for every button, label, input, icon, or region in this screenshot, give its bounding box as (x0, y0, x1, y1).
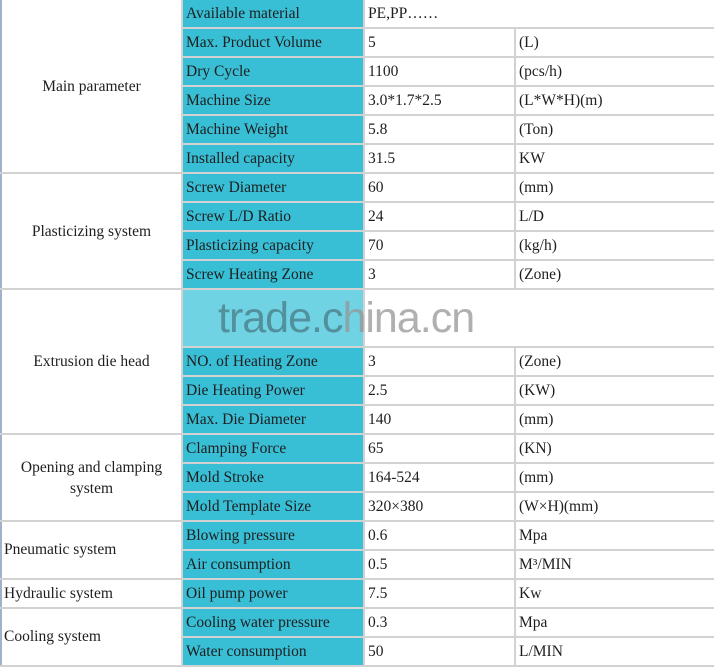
parameter-unit: (Zone) (514, 346, 714, 377)
parameter-unit: L/D (514, 201, 714, 232)
table-row: Installed capacity 31.5 KW (1, 143, 714, 174)
parameter-value: PE,PP…… (363, 0, 714, 29)
parameter-value: 0.3 (363, 607, 516, 638)
parameter-label: Available material (181, 0, 365, 29)
parameter-value: 3.0*1.7*2.5 (363, 85, 516, 116)
parameter-value: 140 (363, 404, 516, 435)
group-label: Pneumatic system (0, 520, 183, 580)
parameter-value: 3 (363, 346, 516, 377)
table-row: Machine Size 3.0*1.7*2.5 (L*W*H)(m) (1, 85, 714, 116)
parameter-label: Die Heating Power (181, 375, 365, 406)
table-row: Machine Weight 5.8 (Ton) (1, 114, 714, 145)
parameter-label: Plasticizing capacity (181, 230, 365, 261)
parameter-value: 2.5 (363, 375, 516, 406)
parameter-label: Installed capacity (181, 143, 365, 174)
table-row: Main parameter Available material PE,PP…… (0, 0, 714, 174)
empty-value-cell (363, 288, 714, 348)
parameter-value: 0.5 (363, 549, 516, 580)
parameter-unit: M³/MIN (514, 549, 714, 580)
parameter-label: Mold Template Size (181, 491, 365, 522)
parameter-label: Screw Diameter (181, 172, 365, 203)
empty-label-cell (181, 288, 365, 348)
parameter-unit: (Ton) (514, 114, 714, 145)
parameter-value: 0.6 (363, 520, 516, 551)
parameter-unit: (pcs/h) (514, 56, 714, 87)
parameter-label: Dry Cycle (181, 56, 365, 87)
parameter-label: Oil pump power (181, 578, 365, 609)
parameter-unit: L/MIN (514, 636, 714, 667)
parameter-label: Mold Stroke (181, 462, 365, 493)
table-row: Opening and clamping system Clamping Forc… (0, 433, 714, 522)
parameter-unit: KW (514, 143, 714, 174)
table-row: Max. Product Volume 5 (L) (1, 27, 714, 58)
table-row: Hydraulic system Oil pump power 7.5 Kw (0, 578, 714, 609)
parameter-label: Max. Die Diameter (181, 404, 365, 435)
parameter-value: 7.5 (363, 578, 516, 609)
parameter-label: Max. Product Volume (181, 27, 365, 58)
parameter-unit: (W×H)(mm) (514, 491, 714, 522)
parameter-unit: (mm) (514, 172, 714, 203)
parameter-unit: (L) (514, 27, 714, 58)
parameter-value: 60 (363, 172, 516, 203)
parameter-label: Water consumption (181, 636, 365, 667)
table-row: Plasticizing system Screw Diameter 60 (mm) (0, 172, 714, 290)
parameter-value: 3 (363, 259, 516, 290)
group-label: Opening and clamping system (0, 433, 183, 522)
table-row: NO. of Heating Zone 3 (Zone) (1, 346, 714, 377)
parameter-label: Machine Weight (181, 114, 365, 145)
parameter-unit: (Zone) (514, 259, 714, 290)
group-label: Extrusion die head (0, 288, 183, 435)
table-row: Plasticizing capacity 70 (kg/h) (1, 230, 714, 261)
parameter-value: 24 (363, 201, 516, 232)
parameter-unit: Mpa (514, 607, 714, 638)
table-row: Dry Cycle 1100 (pcs/h) (1, 56, 714, 87)
table-row: Screw Heating Zone 3 (Zone) (1, 259, 714, 290)
parameter-value: 70 (363, 230, 516, 261)
table-row: Mold Stroke 164-524 (mm) (1, 462, 714, 493)
parameter-unit: (KN) (514, 433, 714, 464)
parameter-value: 1100 (363, 56, 516, 87)
parameter-label: Cooling water pressure (181, 607, 365, 638)
parameter-label: NO. of Heating Zone (181, 346, 365, 377)
parameter-unit: (mm) (514, 404, 714, 435)
parameter-value: 164-524 (363, 462, 516, 493)
parameter-unit: (mm) (514, 462, 714, 493)
parameter-label: Screw Heating Zone (181, 259, 365, 290)
table-row: Die Heating Power 2.5 (KW) (1, 375, 714, 406)
table-row: Mold Template Size 320×380 (W×H)(mm) (1, 491, 714, 522)
parameter-unit: (L*W*H)(m) (514, 85, 714, 116)
group-label: Cooling system (0, 607, 183, 667)
parameter-value: 320×380 (363, 491, 516, 522)
parameter-value: 5.8 (363, 114, 516, 145)
group-label: Hydraulic system (0, 578, 183, 609)
parameter-value: 5 (363, 27, 516, 58)
table-row: Screw L/D Ratio 24 L/D (1, 201, 714, 232)
parameter-value: 65 (363, 433, 516, 464)
table-row: Cooling system Cooling water pressure 0.3 M… (0, 607, 714, 667)
parameter-label: Machine Size (181, 85, 365, 116)
parameter-unit: Kw (514, 578, 714, 609)
parameter-unit: (KW) (514, 375, 714, 406)
group-label: Plasticizing system (0, 172, 183, 290)
parameter-value: 31.5 (363, 143, 516, 174)
table-row: Max. Die Diameter 140 (mm) (1, 404, 714, 435)
group-label: Main parameter (0, 0, 183, 174)
parameter-value: 50 (363, 636, 516, 667)
parameter-label: Screw L/D Ratio (181, 201, 365, 232)
parameter-label: Clamping Force (181, 433, 365, 464)
table-row: Pneumatic system Blowing pressure 0.6 Mpa (0, 520, 714, 580)
parameter-unit: Mpa (514, 520, 714, 551)
parameter-label: Blowing pressure (181, 520, 365, 551)
parameter-label: Air consumption (181, 549, 365, 580)
parameter-unit: (kg/h) (514, 230, 714, 261)
watermark-row: Extrusion die head (0, 288, 714, 435)
table-row: Air consumption 0.5 M³/MIN (1, 549, 714, 580)
